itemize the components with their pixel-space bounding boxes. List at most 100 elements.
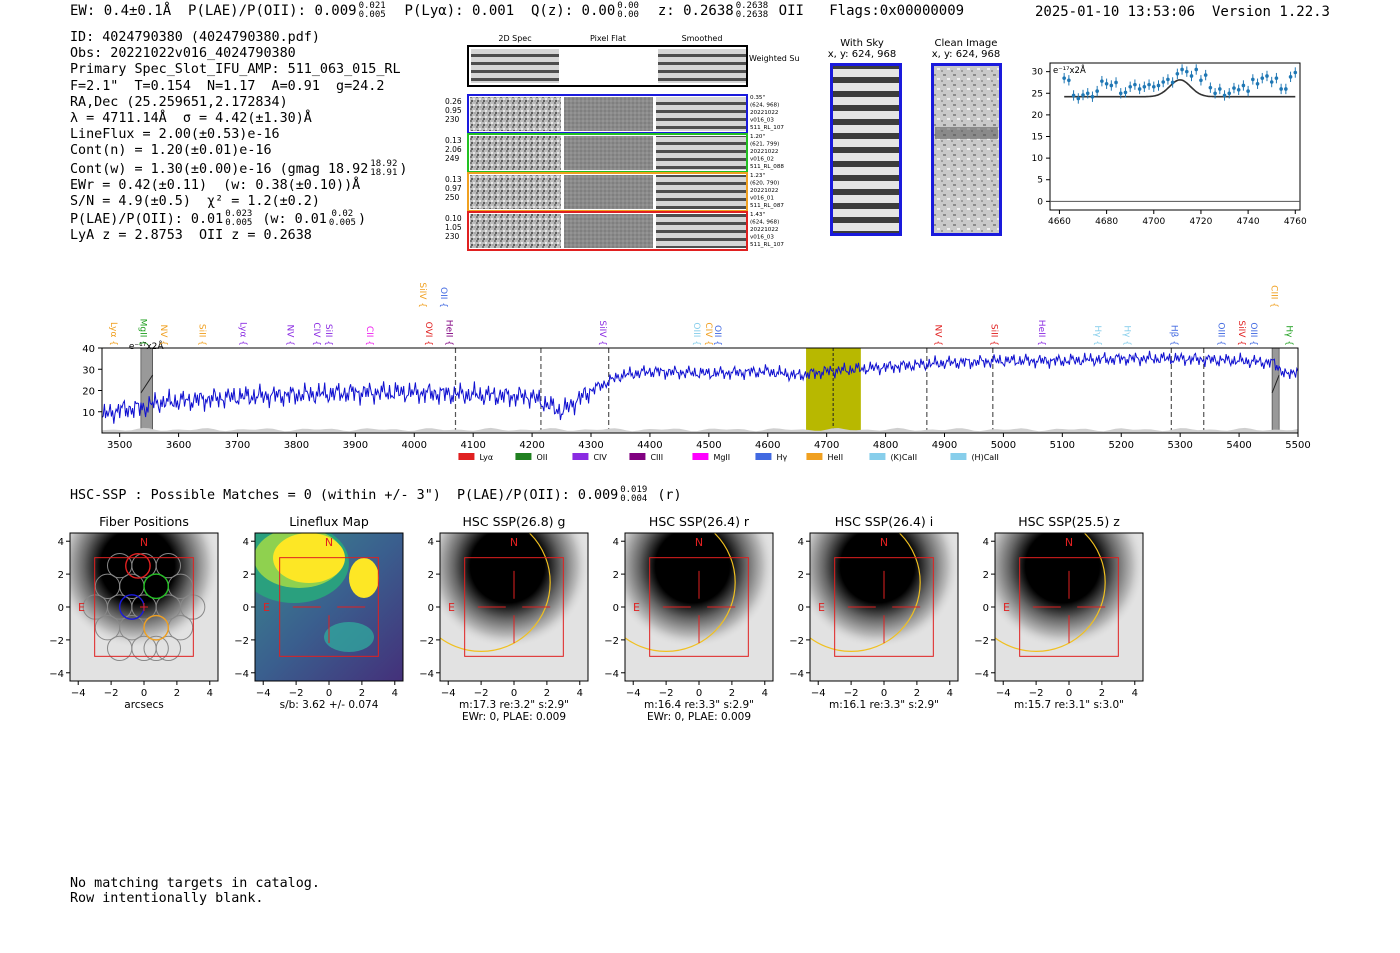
zoom-data-point <box>1284 83 1288 95</box>
header-plya: P(Lyα): 0.001 <box>404 3 515 19</box>
header-version: Version 1.22.3 <box>1211 4 1330 20</box>
hsc-y-tick-label: 4 <box>983 537 989 548</box>
spectrum-line-label: Hγ { <box>1283 325 1293 346</box>
header-plae-up: 0.021 <box>358 1 386 11</box>
zoom-y-tick-label: 5 <box>1037 176 1043 186</box>
hsc-image-panels: Fiber Positions N E −4 −4 −2 −2 0 0 2 2 4 4 arcsecs Li… <box>49 514 1144 723</box>
zoom-data-point <box>1189 70 1194 82</box>
spec2d-weighted-label: Weighted Sum <box>749 54 800 63</box>
zoom-point-marker <box>1194 67 1199 72</box>
header-timestamp: 2025-01-10 13:53:06 Version 1.22.3 <box>1035 4 1330 20</box>
header-z: z: 0.2638 <box>657 3 734 19</box>
zoom-point-marker <box>1265 74 1269 78</box>
info-ewr: EWr = 0.42(±0.11) (w: 0.38(±0.10))Å <box>70 177 361 193</box>
hsc-y-tick-label: 4 <box>798 537 804 548</box>
spec2d-row-meta: 1.43" <box>750 212 765 218</box>
zoom-data-point <box>1241 80 1246 91</box>
spectrum-x-tick-label: 3900 <box>343 440 368 451</box>
zoom-point-marker <box>1109 83 1114 88</box>
hsc-x-tick-label: −4 <box>71 688 86 699</box>
fiber-circle <box>82 594 108 620</box>
clean-image-coords: x, y: 624, 968 <box>931 49 1001 60</box>
spec2d-header-2d: 2D Spec <box>498 34 531 43</box>
hsc-title-end: (r) <box>657 488 682 503</box>
zoom-point-marker <box>1255 81 1260 86</box>
clean-image-title: Clean Image <box>934 38 998 49</box>
hsc-y-tick-label: −2 <box>234 636 249 647</box>
hsc-x-tick-label: −2 <box>1029 688 1044 699</box>
spectrum-line-label: OIII { <box>1216 322 1226 346</box>
spectrum-legend-entry: (K)CaII <box>869 453 917 462</box>
zoom-point-marker <box>1236 88 1241 92</box>
spectrum-x-tick-label: 4700 <box>814 440 839 451</box>
spectrum-legend-label: (H)CaII <box>971 453 998 462</box>
zoom-data-point <box>1123 87 1128 98</box>
full-spectrum-chart: 3500 3600 3700 3800 3900 4000 4100 4200 4300 4400… <box>82 282 1310 462</box>
zoom-data-point <box>1067 75 1071 86</box>
spectrum-line-label: MgII { <box>137 319 147 346</box>
search-box <box>94 557 194 657</box>
zoom-y-tick-label: 10 <box>1032 154 1044 164</box>
spec2d-row-meta: 511_RL_107 <box>750 242 784 248</box>
spectrum-x-tick-label: 5300 <box>1167 440 1192 451</box>
zoom-point-marker <box>1085 91 1090 96</box>
spectrum-plot-bg <box>102 348 1298 433</box>
zoom-point-marker <box>1227 91 1232 96</box>
hsc-y-tick-label: 4 <box>428 537 434 548</box>
spectrum-line-label: NV { <box>933 325 943 346</box>
zoom-point-marker <box>1246 89 1250 93</box>
info-plae-w-range: 0.02 0.005 <box>329 210 356 228</box>
zoom-point-marker <box>1284 87 1288 91</box>
info-lambda: λ = 4711.14Å σ = 4.42(±1.30)Å <box>70 111 312 127</box>
spectrum-line-label: SiII { <box>323 324 333 346</box>
spec2d-row-meta: v016_03 <box>750 118 774 124</box>
spectrum-line-label: SiIV { <box>1236 320 1246 346</box>
spectrum-legend-swatch <box>572 453 589 460</box>
zoom-point-marker <box>1208 85 1213 90</box>
spectrum-legend-entry: MgII <box>692 453 730 462</box>
hsc-panel-caption: m:17.3 re:3.2" s:2.9" <box>459 699 569 711</box>
spectrum-line-label: CIII { <box>1269 285 1279 308</box>
spectrum-line-label: NV { <box>158 325 168 346</box>
hsc-y-tick-label: 0 <box>58 603 64 614</box>
header-qz-lo: 0.00 <box>617 10 639 20</box>
hsc-y-tick-label: −4 <box>419 669 434 680</box>
info-sn: S/N = 4.9(±0.5) χ² = 1.2(±0.2) <box>70 194 320 210</box>
spec2d-row-stat: 0.13 <box>445 136 462 145</box>
spec2d-row-meta: (624, 968) <box>750 103 779 109</box>
spectrum-legend-swatch <box>806 453 823 460</box>
zoom-data-point <box>1175 68 1180 79</box>
spec2d-row-smoothed <box>656 175 746 209</box>
spectrum-x-tick-label: 3600 <box>166 440 191 451</box>
spectrum-line-label: SiII { <box>989 324 999 346</box>
spec2d-row-meta: 1.23" <box>750 173 765 179</box>
zoom-point-marker <box>1123 90 1128 95</box>
hsc-x-tick-label: 2 <box>174 688 180 699</box>
zoom-data-point <box>1133 79 1137 90</box>
spectrum-line-label: CII { <box>364 326 374 346</box>
zoom-data-point <box>1100 75 1104 87</box>
spectrum-legend-label: OII <box>536 453 547 462</box>
hsc-panel-caption-2: EWr: 0, PLAE: 0.009 <box>462 711 566 723</box>
info-radec: RA,Dec (25.259651,2.172834) <box>70 94 288 110</box>
hsc-x-tick-label: −2 <box>104 688 119 699</box>
spec2d-row-2d <box>470 214 561 248</box>
header-flags: Flags:0x00000009 <box>829 3 965 19</box>
hsc-y-tick-label: −2 <box>789 636 804 647</box>
header-qz: Q(z): 0.00 <box>530 3 616 19</box>
lineflux-blob <box>324 622 374 652</box>
hsc-x-tick-label: −2 <box>289 688 304 699</box>
spec2d-row-smoothed <box>656 136 746 170</box>
zoom-point-marker <box>1081 93 1085 97</box>
north-label: N <box>695 536 703 549</box>
zoom-data-point <box>1260 72 1265 84</box>
zoom-point-marker <box>1062 76 1066 80</box>
zoom-point-marker <box>1147 82 1151 87</box>
zoom-data-point <box>1118 88 1123 99</box>
zoom-y-tick-label: 25 <box>1032 89 1043 99</box>
zoom-data-point <box>1194 64 1199 75</box>
spec2d-row-meta: (621, 799) <box>750 142 779 148</box>
info-plae-w-up: 0.02 <box>331 209 354 220</box>
zoom-data-point <box>1199 75 1203 86</box>
spectrum-legend-swatch <box>458 453 475 460</box>
